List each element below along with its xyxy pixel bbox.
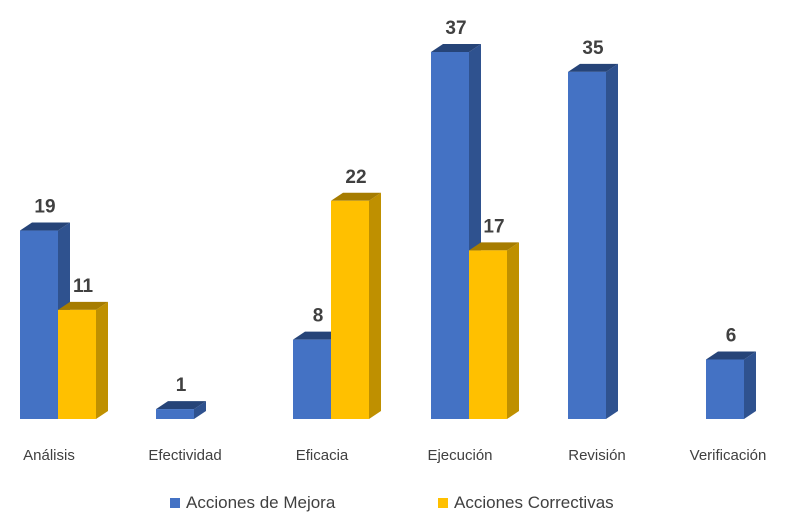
data-label: 17 (483, 216, 504, 237)
legend-item-1: Acciones Correctivas (438, 493, 614, 512)
legend-label: Acciones de Mejora (186, 493, 336, 512)
data-label: 11 (73, 276, 94, 297)
category-label: Revisión (568, 447, 626, 464)
category-label: Verificación (690, 447, 767, 464)
bar-mejora-1 (156, 401, 206, 419)
data-label: 6 (726, 325, 737, 346)
bar-mejora-4 (568, 63, 618, 420)
bar-mejora-5 (706, 351, 756, 419)
data-label: 8 (313, 306, 324, 327)
data-label: 22 (345, 167, 366, 188)
legend-swatch (438, 498, 448, 508)
category-label: Análisis (23, 447, 75, 464)
bar-correctivas-0 (58, 301, 108, 419)
data-label: 37 (445, 18, 466, 39)
category-label: Efectividad (148, 447, 221, 464)
bar-correctivas-3 (469, 242, 519, 419)
data-label: 19 (34, 197, 55, 218)
legend-label: Acciones Correctivas (454, 493, 614, 512)
category-label: Ejecución (427, 447, 492, 464)
legend-swatch (170, 498, 180, 508)
data-label: 1 (176, 375, 187, 396)
category-label: Eficacia (296, 447, 349, 464)
data-label: 35 (582, 38, 604, 59)
bar-correctivas-2 (331, 192, 381, 419)
legend-item-0: Acciones de Mejora (170, 493, 336, 512)
